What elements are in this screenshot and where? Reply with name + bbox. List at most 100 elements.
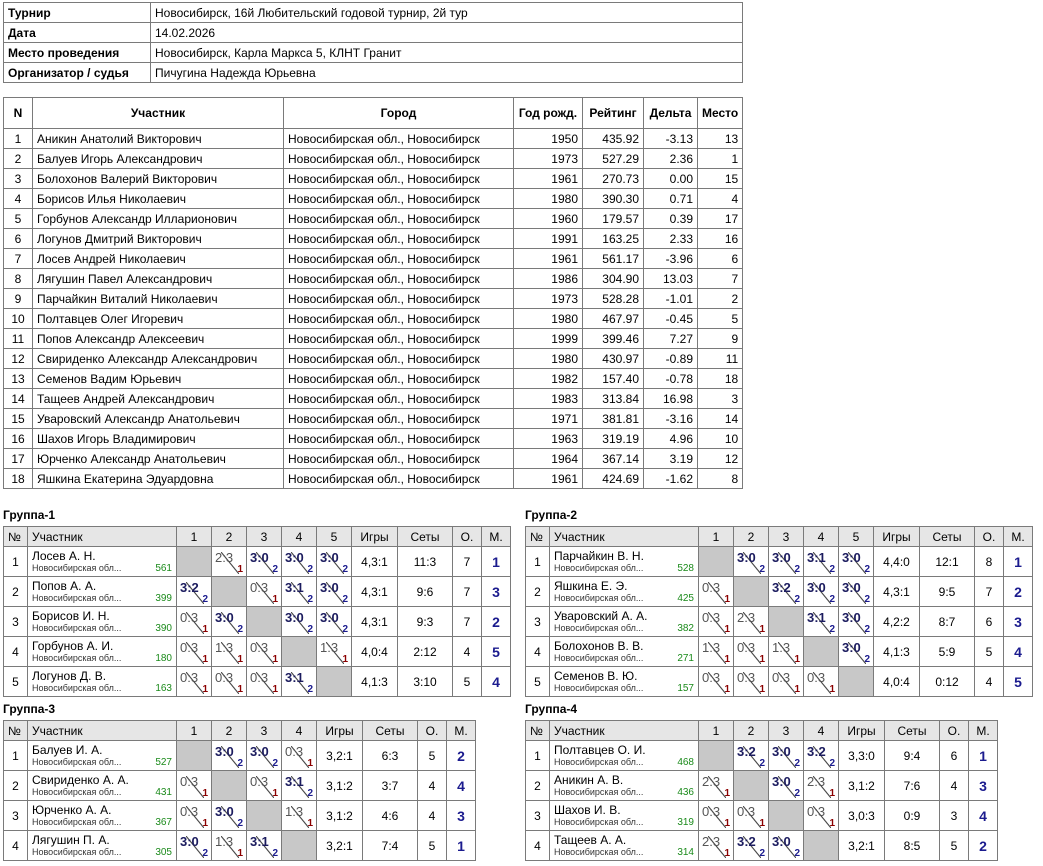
- diagonal-cell: [176, 546, 212, 577]
- cell: 2.33: [643, 228, 698, 249]
- cell: Новосибирская обл., Новосибирск: [283, 428, 514, 449]
- player-sub: Новосибирская обл... 399: [32, 593, 172, 604]
- group-block: № Участник 1 2 3 4 Игры Сеты О. М. 1 Балуев И. А. Но…: [3, 720, 476, 861]
- points-sub: 2: [237, 818, 243, 829]
- header-cell: №: [3, 720, 28, 741]
- place: 4: [968, 800, 998, 831]
- score: 0:3: [180, 640, 199, 655]
- score: 0:3: [737, 670, 756, 685]
- result: 3:0 2: [281, 606, 317, 637]
- result: 0:3 1: [698, 606, 734, 637]
- points-sub: 2: [759, 848, 765, 859]
- player-name: Балуев И. А.: [32, 742, 103, 757]
- cell: 3: [3, 168, 33, 189]
- result: 3:2 2: [733, 830, 769, 861]
- cell: -0.45: [643, 308, 698, 329]
- result: 0:3 1: [246, 666, 282, 697]
- cell: 430.97: [582, 348, 644, 369]
- participant-row: 15 Уваровский Александр Анатольевич Новоси…: [3, 408, 744, 429]
- result: 0:3 1: [733, 636, 769, 667]
- result: 3:0 2: [768, 546, 804, 577]
- group-header: № Участник 1 2 3 4 5 Игры Сеты О. М.: [525, 526, 1033, 547]
- score: 3:2: [180, 580, 199, 595]
- cell: 8: [696, 468, 744, 489]
- cell: 1986: [513, 268, 583, 289]
- cell: Борисов Илья Николаевич: [32, 188, 284, 209]
- place: 4: [1003, 636, 1033, 667]
- score: 3:2: [737, 744, 756, 759]
- score: 3:0: [215, 610, 234, 625]
- group-title: Группа-2: [525, 508, 578, 522]
- participant-row: 6 Логунов Дмитрий Викторович Новосибирская…: [3, 228, 744, 249]
- points-sub: 1: [307, 818, 313, 829]
- participant-row: 4 Борисов Илья Николаевич Новосибирская об…: [3, 188, 744, 209]
- games: 4,1:3: [351, 666, 398, 697]
- result: 0:3 1: [698, 800, 734, 831]
- group-row: 1 Парчайкин В. Н. Новосибирская обл... 528 3…: [525, 546, 1033, 577]
- player-name: Шахов И. В.: [554, 802, 621, 817]
- games: 4,4:0: [873, 546, 920, 577]
- points-sub: 1: [724, 594, 730, 605]
- points-sub: 2: [342, 564, 348, 575]
- header-cell: О.: [974, 526, 1004, 547]
- header-cell: 1: [176, 526, 212, 547]
- points-sub: 2: [794, 848, 800, 859]
- cell: 17: [3, 448, 33, 469]
- info-value: Новосибирск, 16й Любительский годовой ту…: [150, 2, 743, 23]
- player-city: Новосибирская обл...: [554, 562, 644, 573]
- player-name: Семенов В. Ю.: [554, 668, 638, 683]
- place: 2: [968, 830, 998, 861]
- cell: Новосибирская обл., Новосибирск: [283, 308, 514, 329]
- player: Тащеев А. А. Новосибирская обл... 314: [549, 830, 699, 861]
- info-row: Организатор / судья Пичугина Надежда Юрье…: [3, 62, 743, 83]
- group-row: 4 Тащеев А. А. Новосибирская обл... 314 2:3 1…: [525, 830, 998, 861]
- number: 3: [525, 606, 550, 637]
- player-name: Аникин А. В.: [554, 772, 624, 787]
- header-cell: 2: [211, 526, 247, 547]
- result: 3:0 2: [838, 546, 874, 577]
- points-sub: 2: [342, 624, 348, 635]
- result: 0:3 1: [281, 740, 317, 771]
- cell: 1964: [513, 448, 583, 469]
- points-sub: 2: [202, 848, 208, 859]
- cell: 12: [3, 348, 33, 369]
- result: 0:3 1: [176, 606, 212, 637]
- player-name: Горбунов А. И.: [32, 638, 114, 653]
- cell: Новосибирская обл., Новосибирск: [283, 388, 514, 409]
- place: 4: [446, 770, 476, 801]
- score: 0:3: [250, 774, 269, 789]
- header-cell: Сеты: [884, 720, 940, 741]
- header-cell: 3: [246, 526, 282, 547]
- points-sub: 1: [237, 684, 243, 695]
- score: 0:3: [772, 670, 791, 685]
- place: 1: [1003, 546, 1033, 577]
- info-label: Турнир: [3, 2, 151, 23]
- points: 4: [939, 770, 969, 801]
- result: 3:0 2: [838, 606, 874, 637]
- score: 1:3: [215, 834, 234, 849]
- header-cell: О.: [417, 720, 447, 741]
- sets: 9:6: [397, 576, 453, 607]
- sets: 12:1: [919, 546, 975, 577]
- result: 0:3 1: [768, 666, 804, 697]
- cell: Яшкина Екатерина Эдуардовна: [32, 468, 284, 489]
- points-sub: 1: [724, 848, 730, 859]
- points: 7: [452, 606, 482, 637]
- player-city: Новосибирская обл...: [554, 682, 644, 693]
- points: 5: [939, 830, 969, 861]
- header-cell: Участник: [32, 97, 284, 129]
- info-label: Место проведения: [3, 42, 151, 63]
- cell: 1980: [513, 308, 583, 329]
- info-value: Новосибирск, Карла Маркса 5, КЛНТ Гранит: [150, 42, 743, 63]
- header-cell: №: [3, 526, 28, 547]
- result: 3:0 2: [316, 546, 352, 577]
- group-row: 3 Шахов И. В. Новосибирская обл... 319 0:3 1 0…: [525, 800, 998, 831]
- points-sub: 1: [759, 818, 765, 829]
- result: 2:3 1: [733, 606, 769, 637]
- points: 4: [417, 770, 447, 801]
- score: 2:3: [807, 774, 826, 789]
- place: 1: [481, 546, 511, 577]
- cell: 1983: [513, 388, 583, 409]
- result: 3:0 2: [211, 740, 247, 771]
- player-city: Новосибирская обл...: [554, 816, 644, 827]
